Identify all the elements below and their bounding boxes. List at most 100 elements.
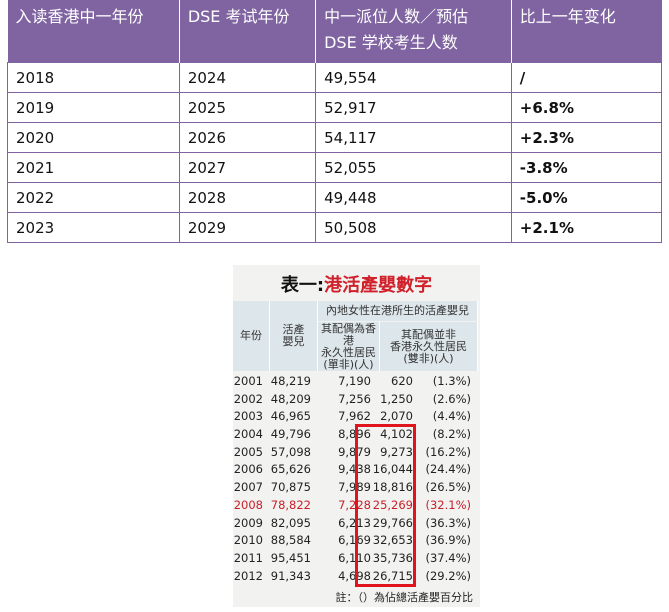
- cell: 52,917: [315, 92, 512, 123]
- header-cell: 年份: [233, 301, 270, 371]
- cell: 82,095: [270, 515, 311, 530]
- cell: 2007: [233, 480, 263, 495]
- title-text: 港活產嬰數字: [324, 275, 433, 296]
- cell: 2021: [7, 152, 180, 183]
- cell: +6.8%: [510, 92, 663, 123]
- cell: -5.0%: [510, 182, 663, 213]
- row: 2006 65,626 9,438 16,044 (24.4%): [233, 461, 480, 479]
- cell: (4.4%): [432, 409, 471, 424]
- cell: 2009: [233, 515, 263, 530]
- cell: -3.8%: [510, 152, 663, 183]
- header-line: 其配偶並非: [401, 327, 456, 341]
- cell: 78,822: [270, 497, 311, 512]
- cell: 2026: [178, 122, 317, 153]
- cell: 35,736: [372, 550, 413, 565]
- row: 2005 57,098 9,879 9,273 (16.2%): [233, 444, 480, 462]
- highlight-box: [355, 424, 416, 587]
- header-line: 其配偶為香港: [321, 321, 376, 347]
- cell: 1,250: [380, 391, 413, 406]
- cell: 65,626: [270, 462, 311, 477]
- cell: 7,256: [338, 391, 371, 406]
- cell: 2010: [233, 533, 263, 548]
- cell: 57,098: [270, 444, 311, 459]
- cell: 2003: [233, 409, 263, 424]
- cell: 9,273: [380, 444, 413, 459]
- row: 2004 49,796 8,896 4,102 (8.2%): [233, 426, 480, 444]
- cell: 48,209: [270, 391, 311, 406]
- title: 表一:港活產嬰數字: [233, 271, 480, 297]
- cell: (37.4%): [425, 550, 471, 565]
- header-line: 年份: [240, 329, 262, 342]
- cell: 2006: [233, 462, 263, 477]
- cell: 52,055: [315, 152, 512, 183]
- cell: +2.3%: [510, 122, 663, 153]
- cell: 2,070: [380, 409, 413, 424]
- header-cell: DSE 考试年份: [179, 0, 317, 63]
- cell: 6,110: [338, 550, 371, 565]
- note: 註：（）為佔總活產嬰百分比: [335, 591, 474, 604]
- cell: 49,796: [270, 427, 311, 442]
- table: 入读香港中一年份 DSE 考试年份 中一派位人数／预估 DSE 学校考生人数 比上一年变…: [7, 0, 663, 243]
- cell: 2011: [233, 550, 263, 565]
- cell: 2025: [178, 92, 317, 123]
- cell: 4,698: [338, 568, 371, 583]
- cell: 46,965: [270, 409, 311, 424]
- header-cell: 活產 嬰兒: [270, 301, 318, 371]
- row: 2021 2027 52,055 -3.8%: [7, 152, 663, 183]
- cell: 9,438: [338, 462, 371, 477]
- row: 2012 91,343 4,698 26,715 (29.2%): [233, 568, 480, 586]
- cell: 2029: [178, 212, 317, 243]
- header-line: (雙非)(人): [403, 351, 454, 365]
- row: 2018 2024 49,554/: [7, 62, 663, 93]
- header-line: 永久性居民: [321, 345, 376, 359]
- cell: 95,451: [270, 550, 311, 565]
- cell: 2018: [7, 62, 180, 93]
- row: 2002 48,209 7,256 1,250 (2.6%): [233, 391, 480, 409]
- header-line: DSE 学校考生人数: [324, 33, 458, 52]
- cell: (16.2%): [425, 444, 471, 459]
- cell: 50,508: [315, 212, 512, 243]
- row: 2007 70,875 7,989 18,816 (26.5%): [233, 479, 480, 497]
- cell: 2024: [178, 62, 317, 93]
- cell: /: [510, 62, 663, 93]
- header-line: 內地女性在港所生的活產嬰兒: [326, 304, 469, 317]
- cell: 2023: [7, 212, 180, 243]
- row: 2019 2025 52,917 +6.8%: [7, 92, 663, 123]
- cell: 88,584: [270, 533, 311, 548]
- header-line: (單非)(人): [323, 357, 374, 371]
- cell: (1.3%): [432, 374, 471, 388]
- cell: 18,816: [372, 480, 413, 495]
- cell: 49,448: [315, 182, 512, 213]
- row: 2008 78,822 7,228 25,269 (32.1%): [233, 497, 480, 515]
- header-cell: 其配偶為香港 永久性居民 (單非)(人): [318, 322, 380, 371]
- cell: 2022: [7, 182, 180, 213]
- header-line: 中一派位人数／预估: [324, 7, 469, 26]
- cell: 25,269: [372, 497, 413, 512]
- cell: 2001: [233, 374, 263, 388]
- cell: (8.2%): [432, 427, 471, 442]
- cell: 2002: [233, 391, 263, 406]
- header-cell: 其配偶並非 香港永久性居民 (雙非)(人): [380, 322, 478, 371]
- cell: 2019: [7, 92, 180, 123]
- cell: 7,962: [338, 409, 371, 424]
- cell: 8,896: [338, 427, 371, 442]
- cell: 9,879: [338, 444, 371, 459]
- cell: 6,213: [338, 515, 371, 530]
- cell: 7,190: [338, 374, 371, 388]
- cell: (26.5%): [425, 480, 471, 495]
- row: 2020 2026 54,117 +2.3%: [7, 122, 663, 153]
- header-cell: 內地女性在港所生的活產嬰兒: [318, 301, 478, 321]
- header-cell: 比上一年变化: [511, 0, 662, 63]
- row: 2003 46,965 7,962 2,070 (4.4%): [233, 408, 480, 426]
- row: 2011 95,451 6,110 35,736 (37.4%): [233, 550, 480, 568]
- cell: (24.4%): [425, 462, 471, 477]
- cell: (36.9%): [425, 533, 471, 548]
- row: 2001 48,219 7,190 620 (1.3%): [233, 373, 480, 391]
- row: 2010 88,584 6,169 32,653 (36.9%): [233, 532, 480, 550]
- cell: 4,102: [380, 427, 413, 442]
- header-line: 嬰兒: [282, 335, 305, 348]
- cell: 6,169: [338, 533, 371, 548]
- header-line: 比上一年变化: [519, 7, 616, 26]
- header-line: 香港永久性居民: [390, 339, 467, 353]
